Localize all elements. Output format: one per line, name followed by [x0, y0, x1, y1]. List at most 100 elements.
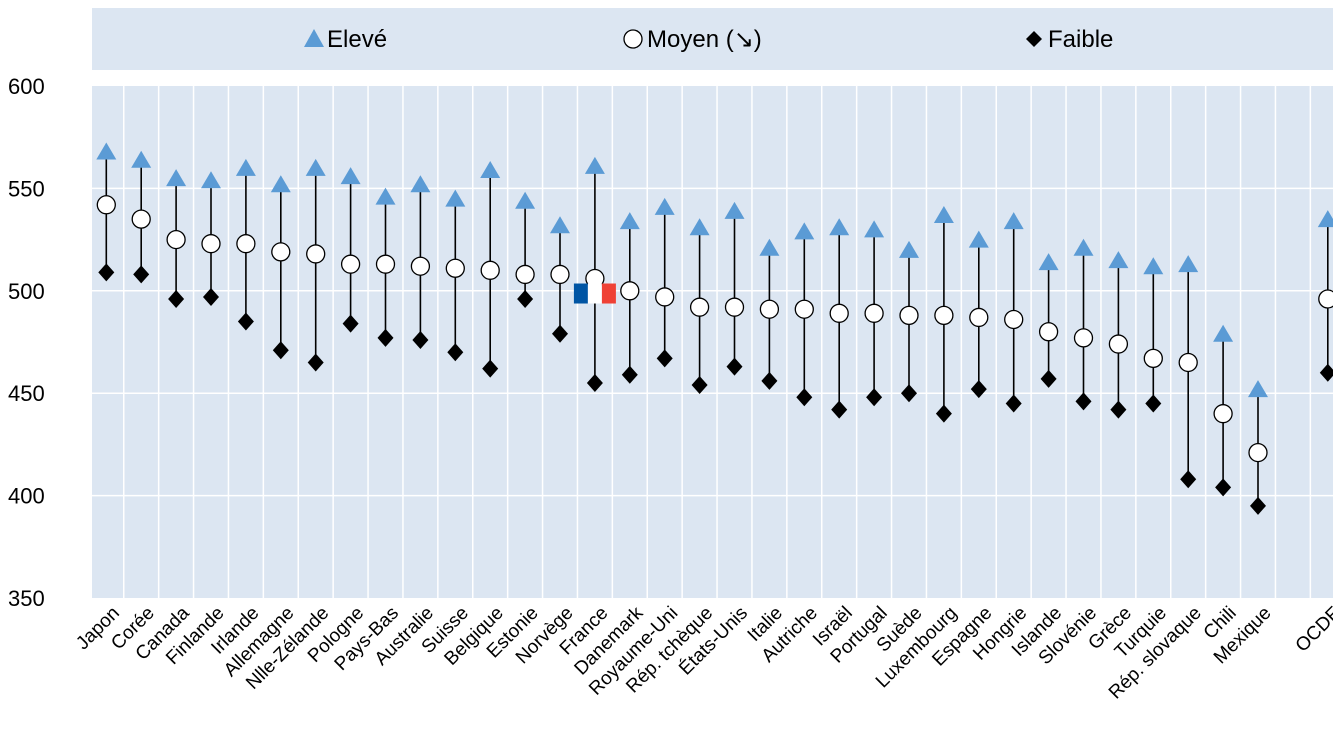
mean-marker: [1143, 348, 1163, 369]
high-marker: [584, 156, 605, 174]
mean-marker: [96, 195, 116, 215]
low-marker: [901, 384, 917, 403]
y-tick-label-350: 350: [8, 586, 45, 611]
mean-marker: [410, 256, 431, 276]
low-marker: [1180, 470, 1197, 489]
french-flag-red: [601, 283, 616, 304]
high-marker: [899, 240, 919, 258]
low-marker: [621, 365, 638, 384]
low-marker: [203, 287, 219, 306]
low-marker: [1250, 496, 1266, 515]
high-marker: [1248, 380, 1268, 398]
low-marker: [133, 265, 150, 284]
mean-marker: [1108, 334, 1129, 354]
high-marker: [480, 160, 501, 178]
mean-marker: [620, 281, 640, 301]
low-marker: [866, 388, 883, 407]
country-group-slovenie: [1073, 238, 1094, 411]
mean-marker: [899, 305, 919, 326]
low-marker: [935, 404, 952, 423]
high-marker: [1073, 238, 1094, 256]
low-marker: [237, 312, 254, 331]
x-tick-label-ocde: OCDE: [1292, 603, 1333, 657]
high-marker: [340, 167, 361, 185]
high-marker: [1108, 251, 1129, 269]
country-group-israel: [829, 218, 850, 419]
high-marker: [1317, 210, 1333, 228]
low-marker: [447, 343, 464, 362]
mean-marker: [934, 305, 954, 326]
y-tick-label-600: 600: [8, 74, 45, 99]
mean-marker: [655, 287, 675, 307]
high-marker: [654, 197, 675, 215]
country-group-rep-tcheque: [689, 218, 710, 395]
high-marker: [235, 158, 256, 176]
country-group-pays-bas: [375, 187, 396, 347]
low-marker: [726, 357, 743, 376]
high-marker: [270, 175, 291, 193]
mean-marker: [236, 234, 256, 254]
mean-marker: [864, 303, 884, 323]
low-marker: [482, 359, 499, 378]
y-axis: 350 400 450 500 550 600: [8, 74, 45, 611]
high-marker: [96, 142, 117, 160]
low-marker: [307, 353, 324, 372]
mean-marker: [550, 264, 570, 285]
mean-marker: [1004, 309, 1024, 330]
low-marker: [691, 376, 708, 395]
country-group-grece: [1108, 251, 1129, 419]
high-marker: [550, 216, 570, 234]
high-marker: [305, 158, 326, 176]
gridlines: [92, 86, 1333, 598]
mean-marker: [166, 229, 186, 250]
country-group-belgique: [480, 160, 501, 378]
country-group-hongrie: [1003, 212, 1024, 413]
y-tick-label-500: 500: [8, 279, 45, 304]
country-group-mexique: [1248, 380, 1268, 515]
mean-marker: [201, 234, 221, 254]
country-group-irlande: [235, 158, 256, 331]
country-group-norvege: [550, 216, 570, 343]
high-marker: [445, 189, 466, 207]
low-marker: [761, 371, 778, 390]
country-group-finlande: [201, 171, 221, 306]
low-marker: [98, 263, 115, 282]
low-marker: [586, 373, 603, 392]
legend: Elevé Moyen (↘) Faible: [304, 26, 1113, 53]
country-group-allemagne: [270, 175, 291, 360]
country-group-danemark: [619, 212, 640, 384]
low-marker: [1110, 400, 1127, 419]
mean-marker: [724, 297, 745, 317]
low-marker: [1040, 369, 1057, 388]
high-marker: [794, 222, 815, 240]
mean-marker: [1213, 404, 1233, 424]
high-marker: [201, 171, 221, 189]
high-marker: [933, 206, 954, 224]
legend-marker-eleve: [304, 29, 324, 47]
mean-marker: [271, 242, 291, 262]
country-group-nlle-zelande: [305, 158, 326, 372]
country-group-france: [573, 156, 616, 392]
mean-marker: [794, 299, 814, 319]
legend-label-faible: Faible: [1048, 26, 1113, 53]
country-group-turquie: [1143, 257, 1164, 413]
country-group-islande: [1038, 253, 1059, 388]
mean-marker: [515, 264, 535, 285]
high-marker: [689, 218, 710, 236]
legend-panel: [92, 8, 1333, 70]
legend-marker-faible: [1026, 31, 1042, 47]
low-marker: [796, 388, 813, 407]
low-marker: [1145, 394, 1162, 413]
country-group-canada: [166, 169, 187, 308]
mean-marker: [969, 307, 989, 328]
high-marker: [410, 175, 431, 193]
mean-marker: [480, 260, 500, 280]
mean-marker: [829, 303, 849, 323]
mean-marker: [445, 258, 465, 278]
french-flag-blue: [573, 283, 588, 304]
legend-label-moyen: Moyen (↘): [647, 26, 762, 53]
country-group-rep-slovaque: [1178, 255, 1199, 489]
low-marker: [831, 400, 848, 419]
country-group-italie: [759, 238, 780, 390]
country-group-estonie: [515, 191, 536, 308]
